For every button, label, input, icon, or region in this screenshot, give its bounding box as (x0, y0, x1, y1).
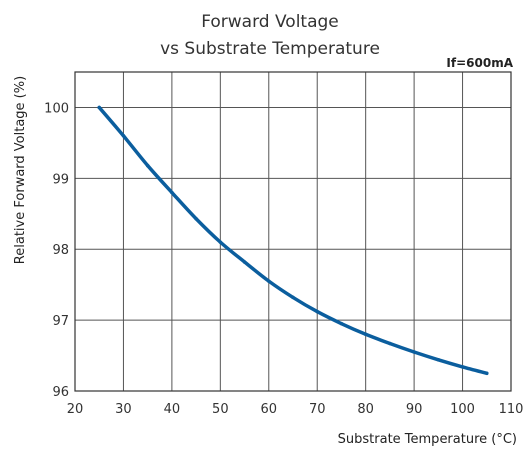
x-tick-labels: 20 30 40 50 60 70 80 90 100 110 (67, 402, 524, 417)
grid (74, 72, 512, 392)
x-tick-label: 80 (357, 402, 374, 417)
data-point (97, 105, 101, 110)
data-point (218, 240, 223, 244)
data-point (145, 163, 150, 168)
x-tick-label: 30 (115, 402, 132, 417)
data-point (315, 309, 319, 314)
data-point (412, 350, 416, 354)
data-point (339, 321, 344, 326)
data-point (121, 134, 126, 138)
data-point (267, 279, 271, 283)
plot-frame (74, 71, 512, 392)
x-tick-label: 100 (450, 402, 475, 417)
y-tick-label: 100 (44, 101, 69, 116)
y-tick-labels: 96 97 98 99 100 (44, 101, 69, 400)
y-tick-label: 96 (52, 385, 69, 400)
data-point (460, 365, 465, 369)
y-tick-label: 99 (52, 172, 69, 187)
x-axis-label: Substrate Temperature (°C) (338, 432, 517, 447)
y-axis-label: Relative Forward Voltage (%) (13, 76, 28, 264)
data-point (194, 216, 198, 221)
data-point (242, 260, 247, 264)
x-tick-label: 90 (406, 402, 423, 417)
data-point (363, 332, 368, 337)
data-point (485, 371, 489, 376)
x-tick-label: 60 (261, 402, 278, 417)
y-tick-label: 98 (52, 243, 69, 258)
x-tick-label: 20 (67, 402, 84, 417)
x-tick-label: 70 (309, 402, 326, 417)
series-line (97, 105, 489, 376)
data-point (170, 190, 174, 195)
x-tick-label: 40 (164, 402, 181, 417)
series (97, 105, 489, 376)
data-point (436, 358, 441, 362)
data-point (388, 341, 392, 346)
x-tick-label: 50 (212, 402, 229, 417)
chart-title-line-1: Forward Voltage (201, 12, 339, 32)
chart-title-line-2: vs Substrate Temperature (160, 39, 380, 59)
y-tick-label: 97 (52, 314, 69, 329)
data-point (291, 295, 295, 300)
condition-label: If=600mA (446, 56, 513, 70)
x-tick-label: 110 (499, 402, 524, 417)
